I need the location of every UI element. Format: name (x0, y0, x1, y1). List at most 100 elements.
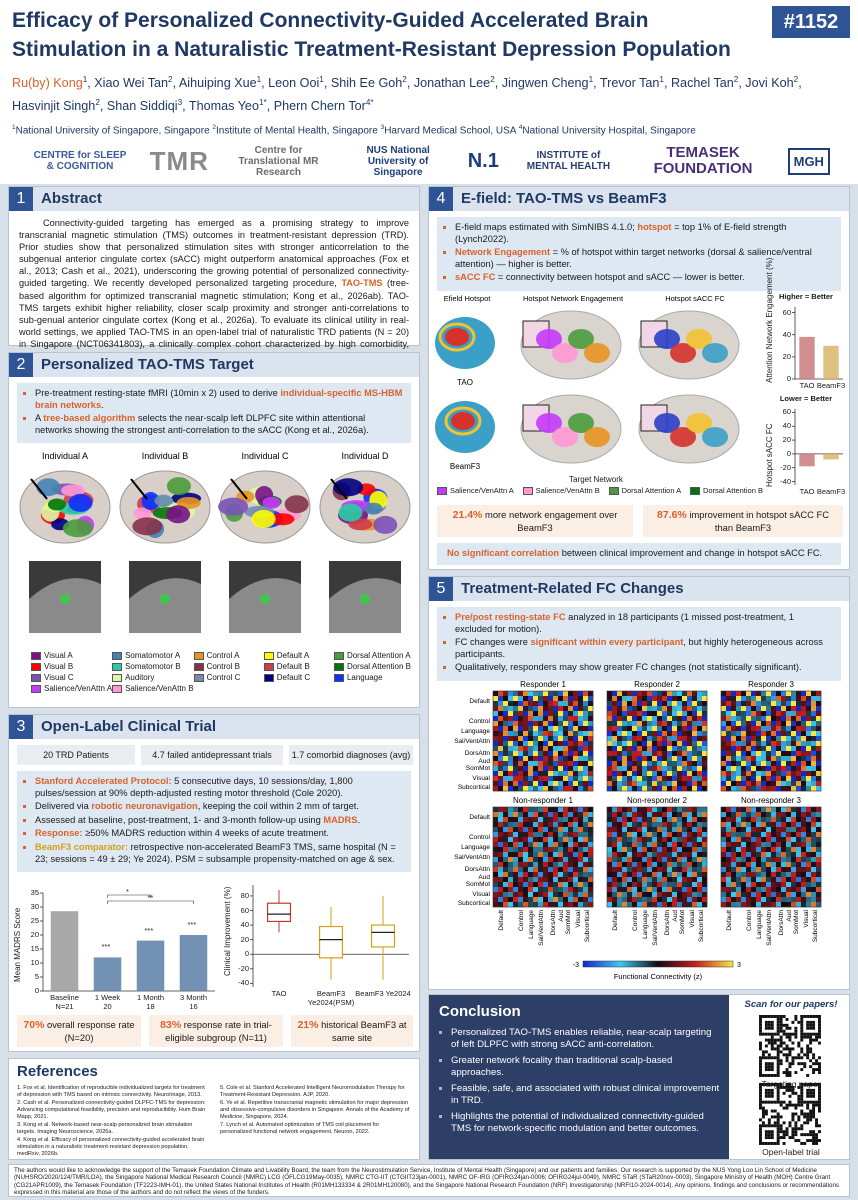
matrix-cell (731, 786, 737, 792)
matrix-cell (731, 756, 737, 762)
qr-module (764, 1065, 768, 1069)
matrix-cell (692, 711, 698, 717)
matrix-cell (781, 776, 787, 782)
qr-module (806, 1035, 810, 1039)
matrix-cell (568, 756, 574, 762)
matrix-cell (662, 872, 668, 878)
matrix-cell (558, 832, 564, 838)
matrix-cell (801, 822, 807, 828)
matrix-cell (801, 701, 807, 707)
matrix-cell (687, 771, 693, 777)
qr-module (812, 1088, 816, 1092)
matrix-cell (677, 716, 683, 722)
matrix-cell (652, 862, 658, 868)
matrix-cell (771, 776, 777, 782)
fact-box: 20 TRD Patients (17, 745, 135, 765)
qr-module (776, 1044, 780, 1048)
matrix-cell (513, 756, 519, 762)
matrix-cell (523, 706, 529, 712)
matrix-cell (677, 877, 683, 883)
matrix-cell (726, 711, 732, 717)
matrix-cell (771, 756, 777, 762)
matrix-frame (720, 806, 822, 908)
matrix-cell (578, 847, 584, 853)
matrix-cell (573, 872, 579, 878)
matrix-cell (791, 862, 797, 868)
matrix-cell (736, 867, 742, 873)
matrix-cell (672, 751, 678, 757)
matrix-cell (662, 807, 668, 813)
qr-module (785, 1047, 789, 1051)
matrix-cell (736, 827, 742, 833)
qr-module (767, 1130, 771, 1134)
matrix-cell (578, 832, 584, 838)
matrix-cell (647, 706, 653, 712)
qr-module (806, 1047, 810, 1051)
matrix-cell (796, 771, 802, 777)
target-dot (360, 594, 370, 604)
matrix-cell (677, 882, 683, 888)
matrix-cell (493, 842, 499, 848)
matrix-cell (776, 892, 782, 898)
matrix-cell (607, 781, 613, 787)
individual-label: Individual D (341, 451, 389, 461)
matrix-cell (637, 897, 643, 903)
map-patch (654, 413, 680, 433)
matrix-cell (687, 842, 693, 848)
qr-module (759, 1088, 762, 1092)
matrix-cell (538, 902, 544, 908)
matrix-cell (721, 827, 727, 833)
brain-patch (133, 507, 152, 520)
matrix-cell (578, 786, 584, 792)
matrix-cell (642, 746, 648, 752)
matrix-cell (766, 751, 772, 757)
matrix-cell (806, 877, 812, 883)
matrix-cell (672, 761, 678, 767)
matrix-cell (622, 696, 628, 702)
matrix-cell (816, 852, 822, 858)
target-dot (60, 594, 70, 604)
matrix-cell (563, 731, 569, 737)
matrix-cell (776, 691, 782, 697)
matrix-cell (503, 882, 509, 888)
note-box: No significant correlation between clini… (437, 543, 841, 565)
affiliation-name: National University of Singapore, Singap… (15, 125, 213, 137)
matrix-cell (617, 867, 623, 873)
qr-module (773, 1109, 777, 1113)
matrix-cell (721, 902, 727, 908)
matrix-cell (528, 897, 534, 903)
qr-module (776, 1121, 780, 1125)
matrix-cell (746, 786, 752, 792)
matrix-cell (756, 691, 762, 697)
matrix-cell (578, 716, 584, 722)
matrix-cell (667, 892, 673, 898)
matrix-cell (806, 807, 812, 813)
matrix-cell (607, 746, 613, 752)
matrix-cell (816, 837, 822, 843)
matrix-cell (503, 771, 509, 777)
matrix-cell (642, 771, 648, 777)
legend-item: Control C (193, 673, 264, 682)
matrix-cell (588, 776, 594, 782)
matrix-cell (692, 761, 698, 767)
matrix-cell (726, 756, 732, 762)
matrix-cell (781, 736, 787, 742)
matrix-cell (736, 736, 742, 742)
qr-module (761, 1115, 765, 1119)
matrix-cell (672, 711, 678, 717)
matrix-cell (761, 827, 767, 833)
legend-item: Default A (263, 651, 334, 660)
legend-item: Control A (193, 651, 264, 660)
matrix-cell (697, 711, 703, 717)
matrix-cell (588, 817, 594, 823)
matrix-cell (721, 771, 727, 777)
matrix-cell (533, 756, 539, 762)
matrix-cell (578, 857, 584, 863)
matrix-cell (761, 721, 767, 727)
matrix-cell (553, 882, 559, 888)
matrix-cell (731, 776, 737, 782)
matrix-cell (781, 827, 787, 833)
matrix-cell (677, 822, 683, 828)
qr-module (800, 1112, 804, 1116)
matrix-cell (553, 822, 559, 828)
